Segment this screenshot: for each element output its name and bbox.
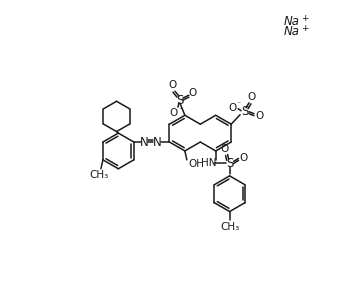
Text: O: O [248, 92, 256, 102]
Text: O: O [189, 88, 197, 98]
Text: O: O [169, 80, 177, 90]
Text: N: N [153, 136, 161, 149]
Text: HN: HN [201, 158, 217, 168]
Text: O: O [170, 108, 178, 118]
Text: O: O [221, 143, 229, 154]
Text: ⁻: ⁻ [236, 99, 240, 108]
Text: +: + [301, 24, 308, 33]
Text: N: N [140, 136, 149, 149]
Text: CH₃: CH₃ [220, 222, 239, 232]
Text: S: S [176, 94, 184, 107]
Text: CH₃: CH₃ [89, 170, 109, 180]
Text: O: O [228, 103, 236, 113]
Text: O: O [256, 111, 264, 121]
Text: ⁻: ⁻ [179, 107, 183, 115]
Text: OH: OH [189, 159, 205, 169]
Text: +: + [301, 14, 308, 23]
Text: O: O [239, 154, 248, 164]
Text: S: S [226, 157, 233, 170]
Text: Na: Na [284, 24, 300, 38]
Text: Na: Na [284, 15, 300, 28]
Text: S: S [241, 105, 249, 118]
